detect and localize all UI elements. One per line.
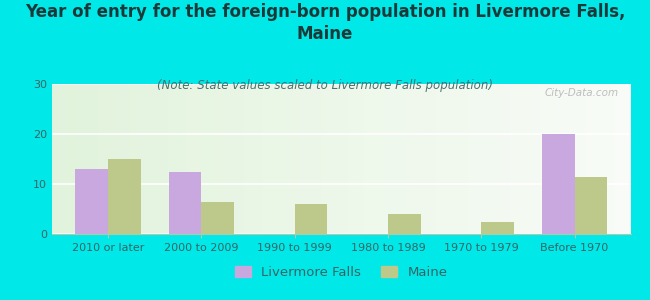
Bar [202,202,234,234]
Text: (Note: State values scaled to Livermore Falls population): (Note: State values scaled to Livermore … [157,80,493,92]
Bar [108,159,140,234]
Text: City-Data.com: City-Data.com [545,88,619,98]
Bar [75,169,108,234]
Bar [168,172,202,234]
Bar [481,221,514,234]
Legend: Livermore Falls, Maine: Livermore Falls, Maine [229,261,453,284]
Bar [542,134,575,234]
Bar [575,176,607,234]
Text: Year of entry for the foreign-born population in Livermore Falls,
Maine: Year of entry for the foreign-born popul… [25,3,625,43]
Bar [294,204,327,234]
Bar [388,214,421,234]
